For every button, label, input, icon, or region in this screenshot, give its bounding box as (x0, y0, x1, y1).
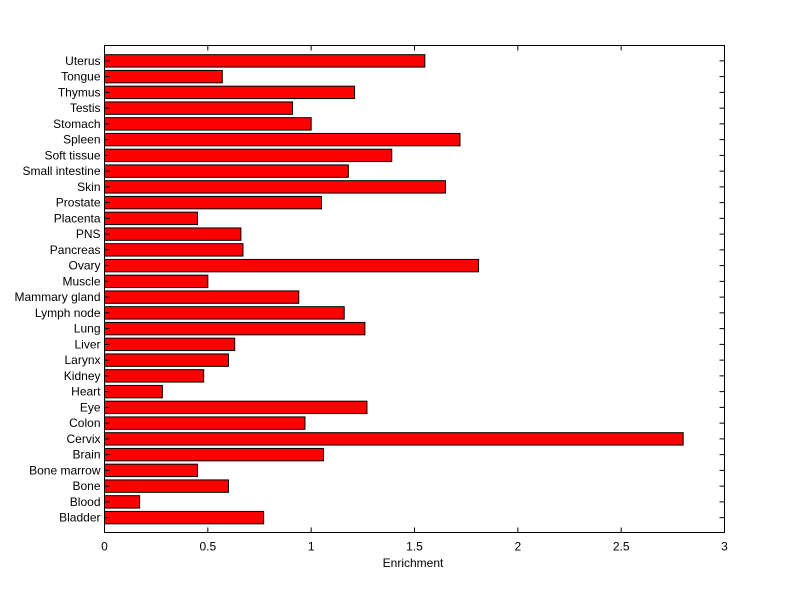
x-tick-label-2: 1 (308, 540, 315, 554)
bar-placenta (104, 211, 198, 226)
bar-heart (104, 384, 163, 399)
category-label-kidney: Kidney (64, 369, 101, 383)
bar-muscle (104, 274, 209, 289)
category-label-uterus: Uterus (65, 54, 100, 68)
category-label-bladder: Bladder (59, 511, 100, 525)
bar-skin (104, 180, 446, 194)
bar-small-intestine (104, 164, 349, 178)
category-label-larynx: Larynx (64, 353, 100, 367)
category-label-thymus: Thymus (58, 85, 101, 99)
bars-group (104, 54, 684, 525)
category-label-prostate: Prostate (56, 196, 101, 210)
x-tick-label-3: 1.5 (406, 540, 423, 554)
category-label-pancreas: Pancreas (50, 243, 101, 257)
category-label-ovary: Ovary (68, 259, 100, 273)
bar-prostate (104, 195, 322, 210)
bar-pns (104, 227, 242, 241)
x-tick-labels-group: 0 0.5 1 1.5 2 2.5 3 (101, 540, 728, 554)
category-label-soft-tissue: Soft tissue (44, 148, 100, 162)
ticks-group (104, 45, 725, 533)
category-label-testis: Testis (70, 101, 101, 115)
bar-thymus (104, 85, 356, 100)
bar-ovary (104, 258, 480, 273)
category-label-liver: Liver (74, 337, 100, 351)
category-label-lymph-node: Lymph node (35, 306, 101, 320)
category-label-bone-marrow: Bone marrow (29, 463, 101, 477)
category-label-pns: PNS (76, 227, 101, 241)
category-label-placenta: Placenta (54, 211, 101, 225)
bar-soft-tissue (104, 148, 393, 163)
category-label-heart: Heart (71, 385, 101, 399)
bar-spleen (104, 132, 461, 147)
bar-colon (104, 416, 306, 430)
bar-bone-marrow (104, 463, 198, 478)
category-label-muscle: Muscle (62, 274, 100, 288)
category-label-cervix: Cervix (66, 432, 100, 446)
category-label-eye: Eye (80, 400, 101, 414)
bar-uterus (104, 54, 426, 68)
bar-lymph-node (104, 306, 345, 320)
category-label-bone: Bone (72, 479, 100, 493)
category-label-skin: Skin (77, 180, 100, 194)
bar-cervix (104, 432, 684, 446)
bar-stomach (104, 117, 312, 131)
category-label-small-intestine: Small intestine (22, 164, 100, 178)
x-axis-label: Enrichment (383, 556, 444, 570)
bar-bone (104, 479, 229, 493)
bar-tongue (104, 69, 223, 84)
category-label-stomach: Stomach (53, 117, 100, 131)
x-tick-label-4: 2 (514, 540, 521, 554)
bar-pancreas (104, 243, 244, 257)
category-label-colon: Colon (69, 416, 100, 430)
bar-eye (104, 400, 368, 415)
category-label-spleen: Spleen (63, 133, 100, 147)
bar-testis (104, 101, 294, 115)
category-label-lung: Lung (74, 322, 101, 336)
x-tick-label-0: 0 (101, 540, 108, 554)
bar-mammary-gland (104, 290, 300, 304)
bar-brain (104, 447, 325, 462)
category-label-mammary-gland: Mammary gland (14, 290, 100, 304)
bar-larynx (104, 353, 229, 367)
bar-lung (104, 321, 366, 336)
x-tick-label-6: 3 (721, 540, 728, 554)
bar-liver (104, 337, 236, 352)
category-label-brain: Brain (72, 448, 100, 462)
bar-blood (104, 495, 141, 509)
bar-bladder (104, 510, 265, 525)
category-label-tongue: Tongue (61, 70, 101, 84)
category-label-blood: Blood (70, 495, 101, 509)
x-tick-label-5: 2.5 (613, 540, 630, 554)
x-tick-label-1: 0.5 (199, 540, 216, 554)
bar-kidney (104, 369, 205, 383)
